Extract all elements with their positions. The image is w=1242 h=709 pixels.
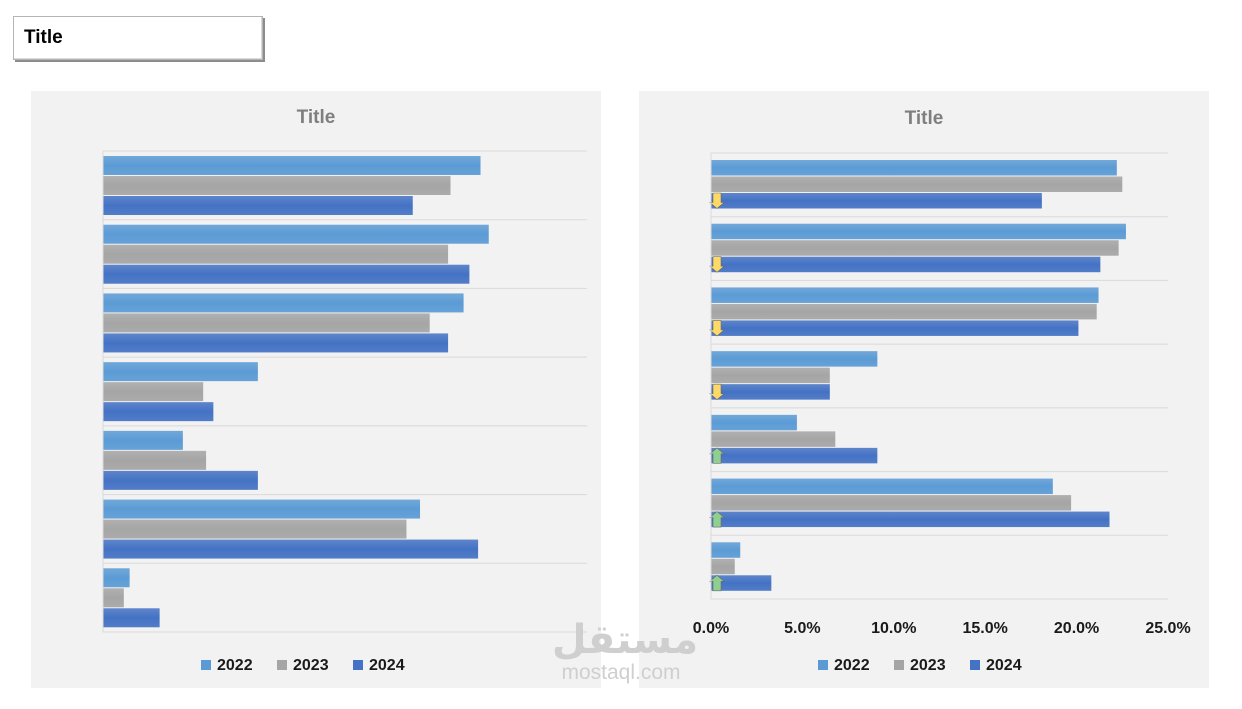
bar-chart-right-svg: Title 0.0% 5.0% 10.0% 15.0% 20.0% 25.0% 2022 202… — [693, 108, 1191, 674]
header-title: Title — [24, 27, 63, 48]
bar-2024-cat3 — [103, 333, 449, 353]
bar-2023-cat5 — [103, 450, 207, 470]
legend-label-2024: 2024 — [369, 657, 405, 674]
bar-2024-cat4 — [103, 402, 214, 422]
legend-label-2022: 2022 — [217, 657, 253, 674]
trend-down-arrow-icon — [709, 383, 725, 401]
x-tick-label: 25.0% — [1145, 620, 1190, 637]
bar-2023-cat6 — [103, 519, 407, 539]
bar-2022-cat7 — [711, 542, 741, 558]
bar-2022-cat1 — [711, 160, 1117, 176]
x-tick-label: 15.0% — [963, 620, 1008, 637]
bar-2023-cat5 — [711, 431, 836, 447]
bar-2023-cat1 — [103, 176, 451, 195]
bar-2024-cat1 — [103, 196, 413, 215]
bar-2022-cat5 — [711, 414, 797, 431]
bar-2023-cat4 — [711, 367, 830, 384]
bar-2022-cat3 — [103, 293, 464, 313]
bar-2022-cat6 — [711, 478, 1053, 495]
trend-down-arrow-icon — [709, 192, 725, 209]
legend-swatch-2022 — [201, 660, 211, 670]
bar-2022-cat2 — [103, 224, 489, 244]
bar-2023-cat3 — [711, 303, 1097, 320]
legend-label-2022: 2022 — [834, 657, 870, 674]
bar-2022-cat6 — [103, 499, 421, 519]
chart-title: Title — [905, 108, 944, 129]
bar-2023-cat3 — [103, 313, 430, 333]
x-tick-label: 5.0% — [784, 620, 820, 637]
bar-2022-cat4 — [103, 362, 258, 382]
bar-2024-cat2 — [711, 256, 1101, 273]
bar-2022-cat3 — [711, 287, 1099, 303]
bar-2024-cat5 — [103, 470, 258, 490]
bar-2023-cat6 — [711, 495, 1072, 511]
bar-2023-cat2 — [103, 244, 449, 264]
bar-chart-left: Title 2022 2023 2024 — [31, 91, 601, 688]
bar-chart-right: Title 0.0% 5.0% 10.0% 15.0% 20.0% 25.0% 2022 202… — [639, 91, 1209, 688]
trend-down-arrow-icon — [709, 256, 725, 273]
x-tick-label: 10.0% — [871, 620, 916, 637]
legend-swatch-2023 — [894, 660, 904, 670]
bar-2022-cat7 — [103, 568, 130, 588]
bar-2022-cat2 — [711, 223, 1126, 240]
legend-swatch-2024 — [970, 660, 980, 670]
bar-2022-cat4 — [711, 351, 878, 367]
bar-2023-cat2 — [711, 240, 1119, 256]
legend-label-2024: 2024 — [986, 657, 1022, 674]
bar-2024-cat6 — [103, 539, 479, 559]
bar-2022-cat5 — [103, 430, 183, 450]
bar-2023-cat4 — [103, 382, 204, 402]
legend-swatch-2023 — [277, 660, 287, 670]
legend-label-2023: 2023 — [293, 657, 329, 674]
bar-2023-cat7 — [103, 588, 124, 608]
bar-2024-cat7 — [103, 608, 160, 628]
bar-2022-cat1 — [103, 156, 481, 175]
bar-2024-cat7 — [711, 575, 772, 591]
bar-2023-cat7 — [711, 558, 735, 575]
x-tick-label: 0.0% — [693, 620, 729, 637]
bar-2024-cat1 — [711, 193, 1042, 209]
bar-2023-cat1 — [711, 176, 1123, 192]
bar-chart-left-svg: Title 2022 2023 2024 — [102, 107, 587, 674]
legend-label-2023: 2023 — [910, 657, 946, 674]
legend-swatch-2024 — [353, 660, 363, 670]
bar-2024-cat5 — [711, 447, 878, 464]
bar-2024-cat4 — [711, 384, 830, 400]
chart-title: Title — [297, 107, 336, 128]
legend-swatch-2022 — [818, 660, 828, 670]
bar-2024-cat6 — [711, 511, 1110, 528]
bar-2024-cat2 — [103, 264, 470, 284]
trend-down-arrow-icon — [709, 320, 725, 337]
x-tick-label: 20.0% — [1054, 620, 1099, 637]
bar-2024-cat3 — [711, 320, 1079, 336]
header-title-box[interactable]: Title — [13, 16, 263, 60]
